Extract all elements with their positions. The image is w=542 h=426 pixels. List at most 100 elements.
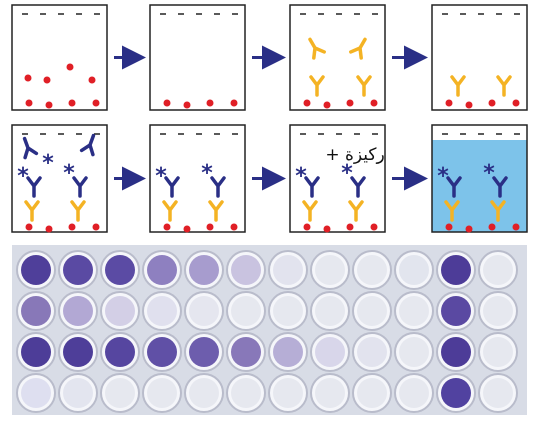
antigen (66, 63, 74, 71)
antigen (346, 99, 354, 107)
enzyme: * (201, 161, 213, 186)
well-fill (273, 337, 303, 367)
well-fill (315, 378, 345, 408)
antibody (304, 176, 320, 198)
antibody (309, 75, 325, 97)
well-fill (399, 255, 429, 285)
antibody (24, 200, 40, 222)
antibody (22, 136, 39, 160)
enzyme: * (155, 164, 167, 189)
antigen (488, 99, 496, 107)
well-fill (189, 255, 219, 285)
panel (431, 4, 528, 111)
well-fill (441, 378, 471, 408)
well-fill (441, 296, 471, 326)
well-fill (441, 337, 471, 367)
antigen (370, 99, 378, 107)
panel (11, 124, 108, 233)
well-fill (441, 255, 471, 285)
well-fill (357, 255, 387, 285)
antigen (88, 76, 96, 84)
well-fill (105, 378, 135, 408)
antigen (445, 223, 453, 231)
antibody (356, 75, 372, 97)
antigen (45, 225, 53, 233)
well-fill (399, 378, 429, 408)
antigen (92, 223, 100, 231)
antigen (92, 99, 100, 107)
substrate-label: ركيزة + (325, 145, 384, 165)
antibody (210, 176, 226, 198)
antigen (445, 99, 453, 107)
antibody (348, 200, 364, 222)
well-fill (63, 378, 93, 408)
substrate-fill (432, 140, 527, 232)
well-fill (273, 378, 303, 408)
antigen (25, 223, 33, 231)
well-fill (63, 337, 93, 367)
antigen (512, 99, 520, 107)
panel (11, 4, 108, 111)
antigen (25, 99, 33, 107)
well-fill (105, 255, 135, 285)
antibody (26, 176, 42, 198)
antigen (45, 101, 53, 109)
well-fill (357, 378, 387, 408)
enzyme: * (42, 151, 54, 176)
antibody (70, 200, 86, 222)
antigen (303, 223, 311, 231)
well-fill (147, 378, 177, 408)
antibody (164, 176, 180, 198)
antigen (346, 223, 354, 231)
antibody (446, 176, 462, 198)
well-fill (21, 337, 51, 367)
well-fill (105, 337, 135, 367)
antigen (24, 74, 32, 82)
enzyme: * (63, 161, 75, 186)
antibody (302, 200, 318, 222)
antibody (308, 37, 326, 60)
well-fill (483, 378, 513, 408)
well-fill (357, 337, 387, 367)
well-fill (357, 296, 387, 326)
enzyme: * (437, 164, 449, 189)
well-fill (315, 296, 345, 326)
enzyme: * (17, 164, 29, 189)
molecules: * * * * * * * * * (17, 37, 520, 233)
antigen (163, 223, 171, 231)
antigen (323, 101, 331, 109)
well-plate (16, 250, 518, 413)
antigen (230, 223, 238, 231)
well-fill (273, 296, 303, 326)
antigen (163, 99, 171, 107)
antigen (206, 223, 214, 231)
antigen (230, 99, 238, 107)
well-fill (21, 296, 51, 326)
well-fill (231, 255, 261, 285)
antibody (79, 133, 96, 157)
well-fill (273, 255, 303, 285)
panel (289, 4, 386, 111)
antibody (450, 75, 466, 97)
well-fill (483, 337, 513, 367)
enzyme: * (295, 164, 307, 189)
well-fill (315, 337, 345, 367)
well-fill (147, 337, 177, 367)
well-fill (231, 378, 261, 408)
panel (149, 124, 246, 233)
enzyme: * (483, 161, 495, 186)
enzyme: * (341, 161, 353, 186)
antigen (206, 99, 214, 107)
antibody (208, 200, 224, 222)
antigen (43, 76, 51, 84)
well-fill (21, 378, 51, 408)
well-fill (399, 296, 429, 326)
panel (289, 124, 386, 233)
antigen (465, 101, 473, 109)
well-fill (105, 296, 135, 326)
well-fill (399, 337, 429, 367)
antigen (183, 225, 191, 233)
antigen (512, 223, 520, 231)
well-fill (189, 296, 219, 326)
